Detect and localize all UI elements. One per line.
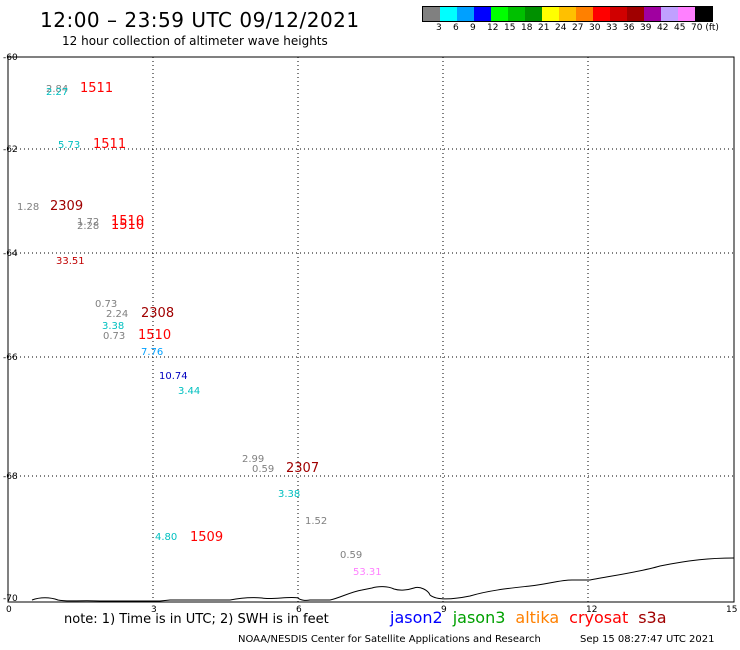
wave-height-label: 3.38: [278, 489, 300, 500]
wave-height-label: 0.59: [340, 550, 362, 561]
color-swatch: [423, 7, 440, 21]
longitude-label: 15: [726, 605, 737, 615]
color-swatch: [593, 7, 610, 21]
pass-time-label: 2309: [50, 199, 83, 214]
color-scale-label: 45: [674, 23, 686, 33]
longitude-label: 3: [151, 605, 157, 615]
wave-height-label: 2.24: [106, 309, 128, 320]
wave-height-label: 3.44: [178, 386, 200, 397]
pass-time-label: 1509: [190, 530, 223, 545]
color-scale-label: 3: [436, 23, 442, 33]
color-scale-label: 6: [453, 23, 459, 33]
wave-height-label: 5.73: [58, 140, 80, 151]
wave-height-label: 3.38: [102, 321, 124, 332]
color-scale-label: 12: [487, 23, 499, 33]
latitude-labels: -60 -62 -64 -66 -68 -70: [3, 53, 18, 604]
color-scale-label: 21: [538, 23, 550, 33]
color-scale-label: 15: [504, 23, 516, 33]
latitude-label: -60: [3, 53, 18, 63]
generated-timestamp: Sep 15 08:27:47 UTC 2021: [580, 634, 715, 645]
map-subtitle: 12 hour collection of altimeter wave hei…: [62, 34, 328, 48]
color-swatch: [644, 7, 661, 21]
color-scale-label: 36: [623, 23, 635, 33]
pass-time-label: 1510: [138, 328, 171, 343]
longitude-labels: 0 3 6 9 12 15: [6, 605, 737, 615]
gridlines: [8, 57, 734, 602]
pass-time-label: 1511: [93, 137, 126, 152]
wave-height-label: 33.51: [56, 256, 85, 267]
wave-height-label: 1.52: [305, 516, 327, 527]
wave-height-label: 0.59: [252, 464, 274, 475]
color-scale-label: 9: [470, 23, 476, 33]
legend-jason3: jason3: [452, 608, 506, 627]
credit-text: NOAA/NESDIS Center for Satellite Applica…: [238, 634, 541, 645]
color-swatch: [525, 7, 542, 21]
legend-cryosat: cryosat: [569, 608, 629, 627]
pass-time-label: 2307: [286, 461, 319, 476]
color-scale-label: 70 (ft): [691, 23, 719, 33]
color-swatch: [457, 7, 474, 21]
wave-height-label: 1.72: [77, 217, 99, 228]
wave-height-label: 2.99: [242, 454, 264, 465]
wave-height-label: 10.74: [159, 371, 188, 382]
wave-height-label: 1.28: [17, 202, 39, 213]
pass-time-label: 1511: [80, 81, 113, 96]
pass-time-label: 1510: [111, 218, 144, 233]
color-swatch: [695, 7, 712, 21]
legend-s3a: s3a: [638, 608, 667, 627]
color-swatch: [610, 7, 627, 21]
color-swatch: [491, 7, 508, 21]
color-scale-label: 18: [521, 23, 533, 33]
color-swatch: [661, 7, 678, 21]
pass-time-label: 2308: [141, 306, 174, 321]
wave-height-label: 53.31: [353, 567, 382, 578]
longitude-label: 12: [586, 605, 597, 615]
longitude-label: 9: [441, 605, 447, 615]
color-swatch: [474, 7, 491, 21]
longitude-label: 6: [296, 605, 302, 615]
legend-altika: altika: [515, 608, 560, 627]
latitude-label: -68: [3, 472, 18, 482]
color-swatch: [542, 7, 559, 21]
wave-height-label: 2.84: [46, 84, 68, 95]
wave-height-label: 2.27: [46, 87, 68, 98]
wave-height-label: 2.28: [77, 221, 99, 232]
note-text: note: 1) Time is in UTC; 2) SWH is in fe…: [64, 612, 329, 627]
longitude-label: 0: [6, 605, 12, 615]
map-frame: [7, 56, 735, 603]
latitude-label: -66: [3, 353, 18, 363]
color-scale-label: 33: [606, 23, 618, 33]
wave-height-label: 0.73: [103, 331, 125, 342]
satellite-legend: jason2 jason3 altika cryosat s3a: [390, 608, 677, 627]
color-swatch: [559, 7, 576, 21]
wave-height-label: 0.73: [95, 299, 117, 310]
color-scale-label: 42: [657, 23, 669, 33]
wave-height-label: 4.80: [155, 532, 177, 543]
color-swatch: [627, 7, 644, 21]
wave-height-label: 7.76: [141, 347, 163, 358]
color-swatch: [576, 7, 593, 21]
color-scale-labels: 3 6 9 12 15 18 21 24 27 30 33 36 39 42 45 70 (ft): [422, 23, 740, 35]
pass-time-label: 1510: [111, 214, 144, 229]
latitude-label: -62: [3, 145, 18, 155]
antarctic-coastline: [31, 557, 735, 602]
color-swatch: [440, 7, 457, 21]
legend-jason2: jason2: [390, 608, 443, 627]
wave-height-observations: 2.842.27 1511 5.73 1511 1.28 2309 1.722.28 1510…: [17, 81, 382, 578]
map-title: 12:00 – 23:59 UTC 09/12/2021: [40, 8, 360, 32]
latitude-label: -64: [3, 249, 18, 259]
color-scale-bar: [422, 6, 713, 22]
color-scale-label: 27: [572, 23, 584, 33]
color-swatch: [678, 7, 695, 21]
color-scale-label: 24: [555, 23, 567, 33]
color-swatch: [508, 7, 525, 21]
latitude-label: -70: [3, 594, 18, 604]
color-scale-label: 39: [640, 23, 652, 33]
color-scale-label: 30: [589, 23, 601, 33]
